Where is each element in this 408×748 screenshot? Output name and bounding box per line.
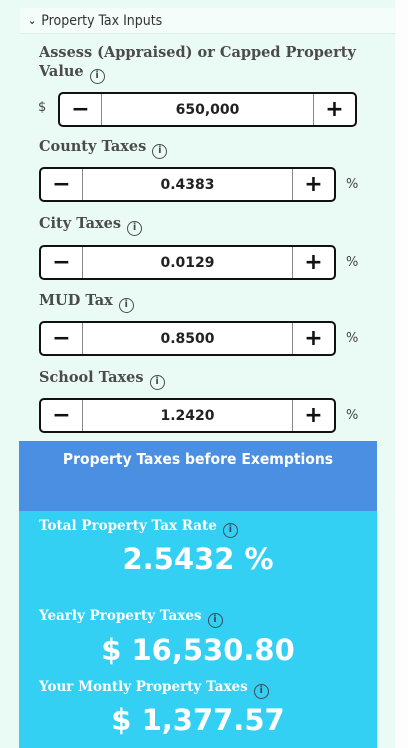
result-label-text: Yearly Property Taxes — [39, 608, 202, 624]
school-taxes-stepper: − 1.2420 + — [39, 398, 336, 433]
yearly-taxes-value: $ 16,530.80 — [101, 633, 295, 667]
city-taxes-input[interactable]: 0.0129 — [160, 254, 215, 271]
info-icon[interactable]: i — [89, 69, 105, 84]
info-icon[interactable]: i — [149, 375, 165, 390]
section-title: Property Tax Inputs — [41, 12, 163, 29]
field-label-school-taxes: School Taxes i — [39, 368, 165, 390]
monthly-taxes-value: $ 1,377.57 — [111, 703, 285, 737]
field-label-city-taxes: City Taxes i — [39, 214, 143, 236]
field-label-assessed-value: Assess (Appraised) or Capped Property Va… — [39, 43, 359, 84]
increment-button[interactable]: + — [292, 247, 334, 278]
increment-button[interactable]: + — [313, 94, 355, 125]
info-icon[interactable]: i — [152, 144, 168, 159]
info-icon[interactable]: i — [118, 298, 134, 313]
info-icon[interactable]: i — [253, 684, 269, 699]
increment-button[interactable]: + — [292, 169, 334, 200]
field-label-text: School Taxes — [39, 369, 144, 386]
info-icon[interactable]: i — [222, 523, 238, 538]
decrement-button[interactable]: − — [41, 169, 83, 200]
increment-button[interactable]: + — [292, 323, 334, 354]
decrement-button[interactable]: − — [41, 400, 83, 431]
field-label-county-taxes: County Taxes i — [39, 137, 168, 159]
county-taxes-stepper: − 0.4383 + — [39, 167, 336, 202]
assessed-value-input[interactable]: 650,000 — [175, 101, 240, 118]
decrement-button[interactable]: − — [60, 94, 102, 125]
info-icon[interactable]: i — [127, 221, 143, 236]
total-rate-value: 2.5432 % — [122, 542, 274, 576]
decrement-button[interactable]: − — [41, 247, 83, 278]
field-label-text: MUD Tax — [39, 292, 113, 309]
percent-suffix: % — [346, 177, 359, 192]
percent-suffix: % — [346, 331, 359, 346]
city-taxes-stepper: − 0.0129 + — [39, 245, 336, 280]
result-label-text: Your Montly Property Taxes — [39, 679, 248, 695]
monthly-taxes-label: Your Montly Property Taxes i — [39, 679, 269, 699]
yearly-taxes-label: Yearly Property Taxes i — [39, 608, 223, 628]
county-taxes-input[interactable]: 0.4383 — [160, 176, 215, 193]
page-edge — [395, 0, 408, 748]
info-icon[interactable]: i — [207, 613, 223, 628]
results-panel: Total Property Tax Rate i 2.5432 % Yearly… — [19, 511, 377, 748]
section-toggle-property-tax-inputs[interactable]: ⌄ Property Tax Inputs — [20, 8, 396, 34]
increment-button[interactable]: + — [292, 400, 334, 431]
percent-suffix: % — [346, 255, 359, 270]
assessed-value-stepper: − 650,000 + — [58, 92, 357, 127]
field-label-text: City Taxes — [39, 215, 122, 232]
total-rate-label: Total Property Tax Rate i — [39, 518, 238, 538]
mud-tax-stepper: − 0.8500 + — [39, 321, 336, 356]
decrement-button[interactable]: − — [41, 323, 83, 354]
chevron-down-icon: ⌄ — [28, 14, 37, 27]
school-taxes-input[interactable]: 1.2420 — [160, 407, 215, 424]
mud-tax-input[interactable]: 0.8500 — [160, 330, 215, 347]
field-label-text: Assess (Appraised) or Capped Property Va… — [39, 44, 356, 80]
field-label-text: County Taxes — [39, 138, 147, 155]
results-header: Property Taxes before Exemptions — [19, 441, 377, 511]
currency-prefix: $ — [38, 100, 47, 115]
result-label-text: Total Property Tax Rate — [39, 518, 217, 534]
percent-suffix: % — [346, 408, 359, 423]
field-label-mud-tax: MUD Tax i — [39, 291, 134, 313]
